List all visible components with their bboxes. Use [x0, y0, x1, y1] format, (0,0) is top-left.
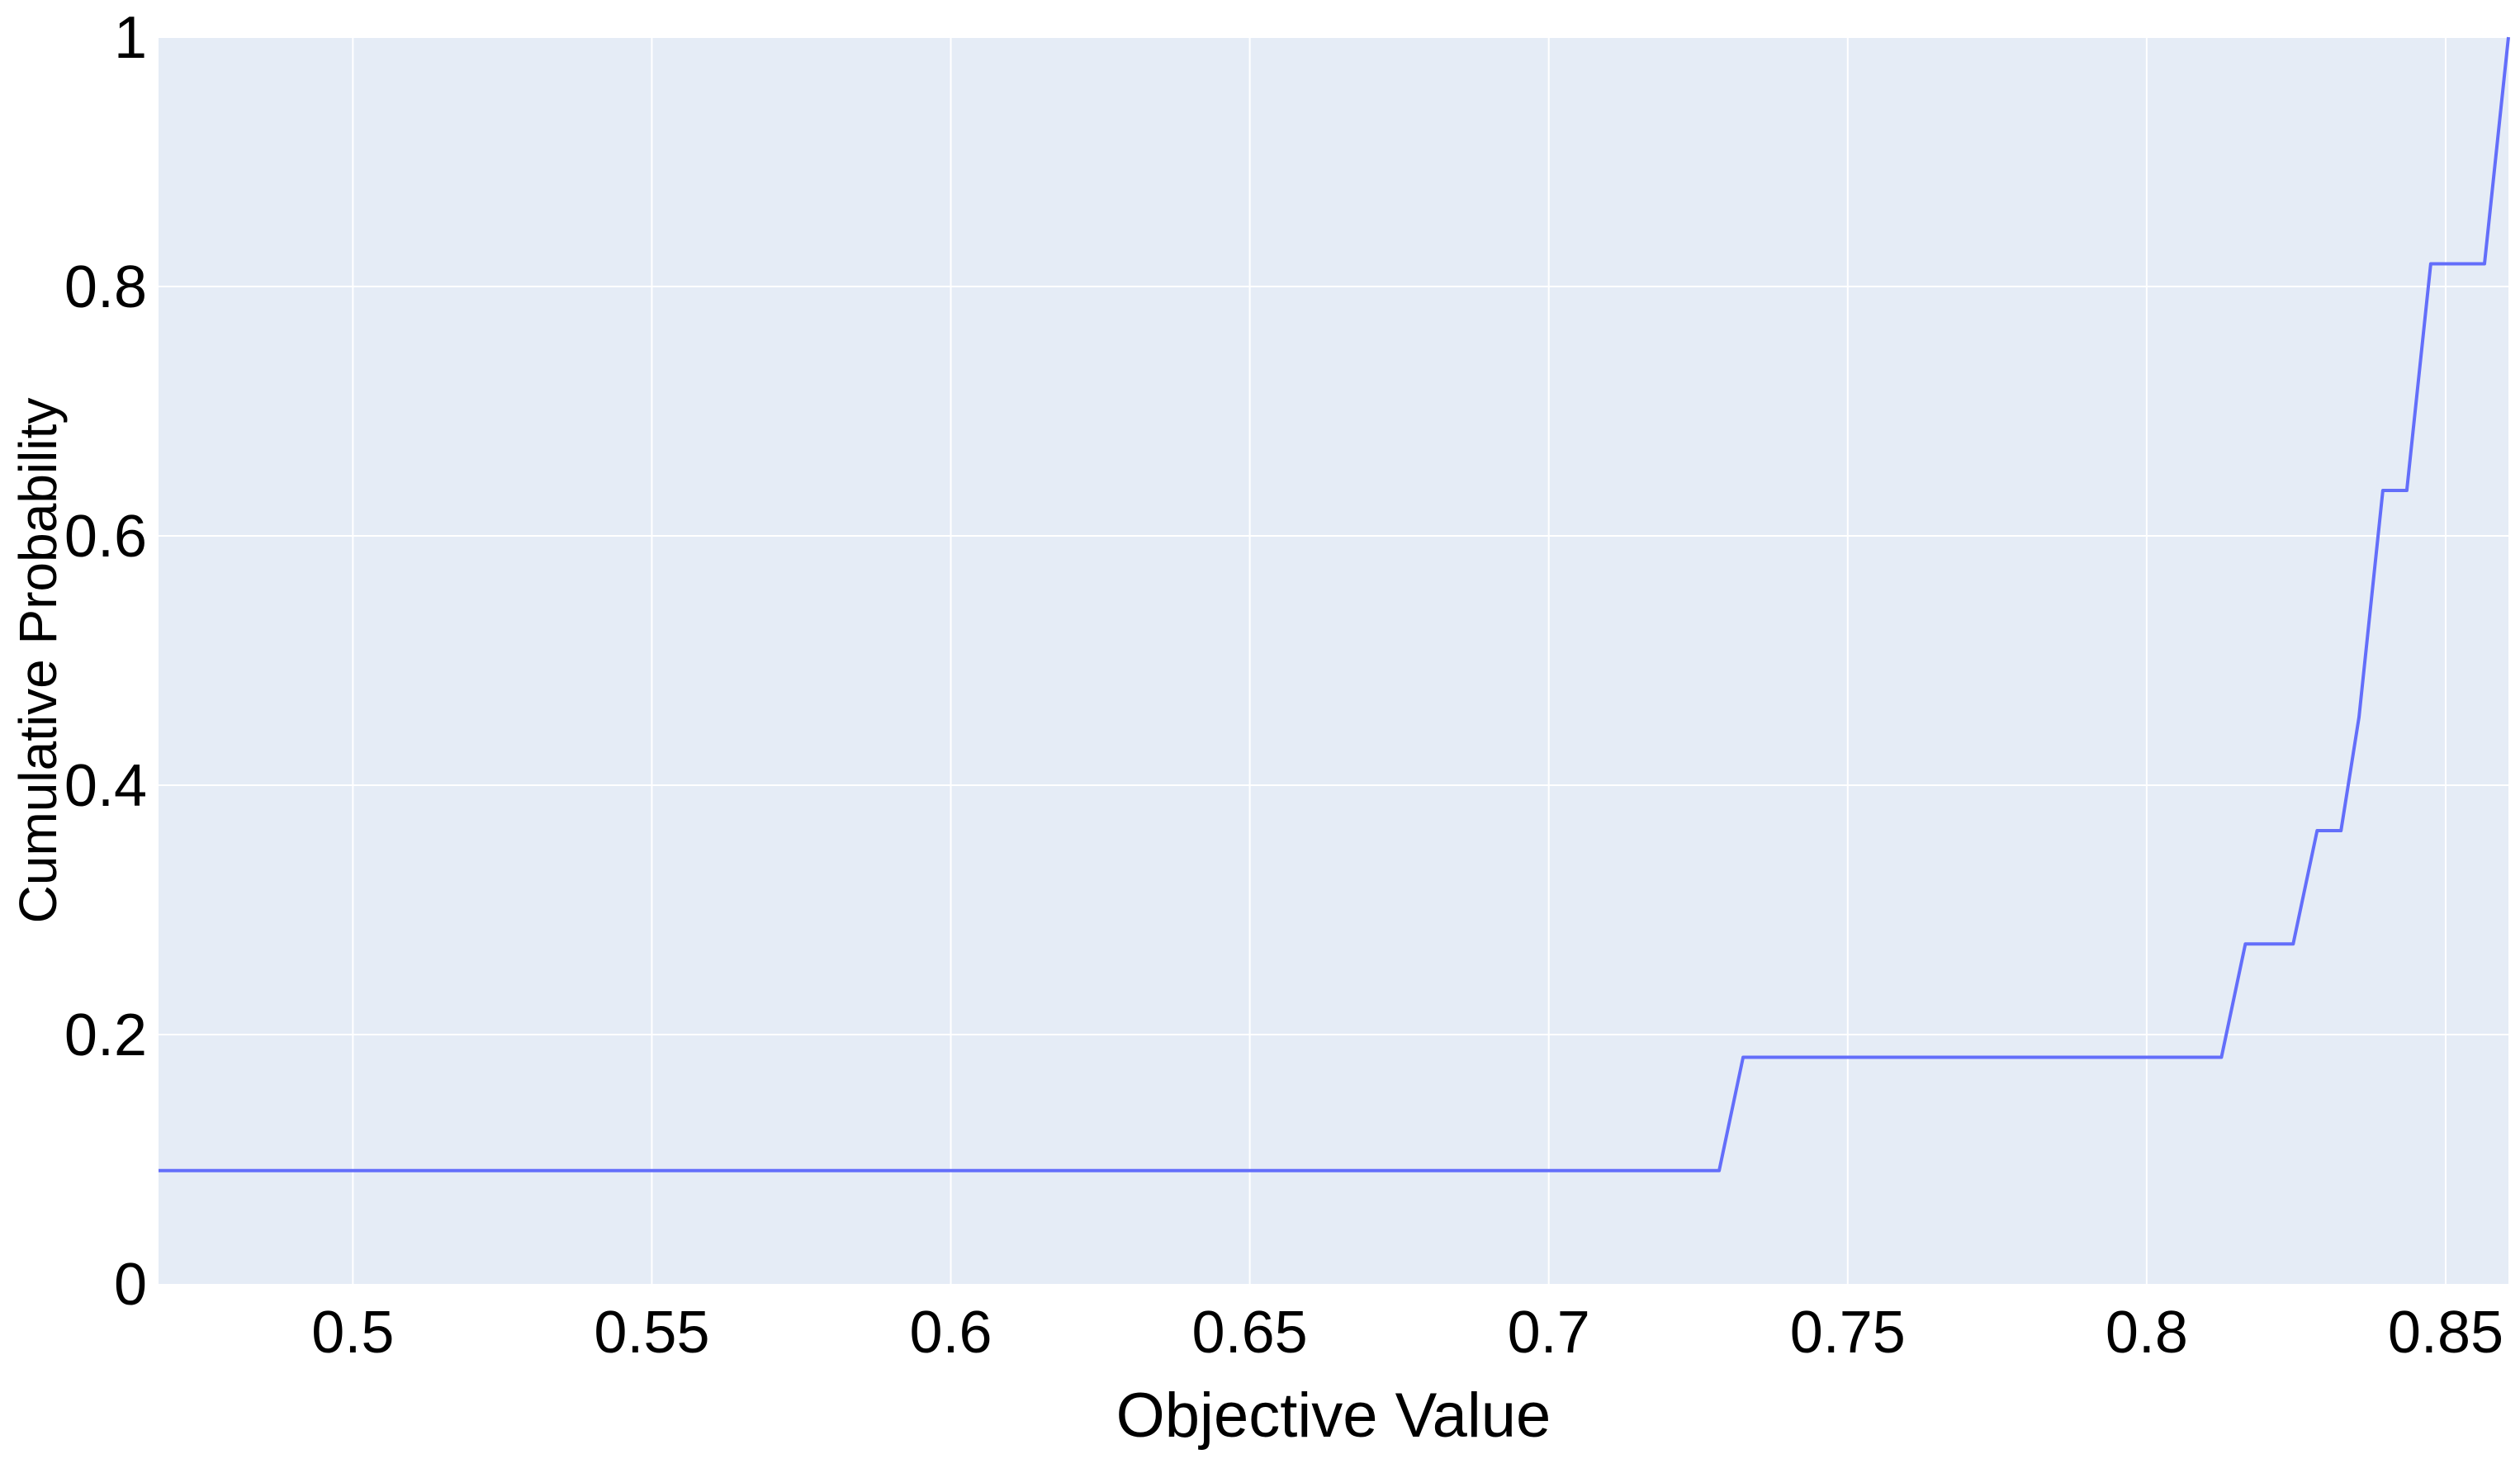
y-tick-label: 1	[114, 5, 147, 71]
x-tick-label: 0.8	[2106, 1300, 2188, 1366]
x-axis-tick-labels: 0.5 0.55 0.6 0.65 0.7 0.75 0.8 0.85	[311, 1300, 2503, 1366]
series-layer	[159, 36, 2510, 1172]
x-tick-label: 0.6	[909, 1300, 992, 1366]
y-tick-label: 0.4	[64, 753, 147, 819]
x-tick-label: 0.75	[1790, 1300, 1906, 1366]
y-axis-tick-labels: 0 0.2 0.4 0.6 0.8 1	[64, 5, 147, 1318]
x-tick-label: 0.55	[594, 1300, 709, 1366]
x-axis-title: Objective Value	[1116, 1381, 1551, 1451]
x-tick-label: 0.85	[2388, 1300, 2503, 1366]
cdf-series-line	[159, 36, 2510, 1172]
x-tick-label: 0.65	[1192, 1300, 1308, 1366]
x-tick-label: 0.5	[311, 1300, 394, 1366]
y-tick-label: 0.6	[64, 504, 147, 570]
y-tick-label: 0	[114, 1252, 147, 1318]
plot-background	[159, 37, 2508, 1284]
x-tick-label: 0.7	[1508, 1300, 1590, 1366]
y-axis-title: Cumulative Probability	[8, 398, 68, 924]
y-tick-label: 0.2	[64, 1002, 147, 1068]
grid-lines	[159, 36, 2508, 1284]
y-tick-label: 0.8	[64, 254, 147, 320]
